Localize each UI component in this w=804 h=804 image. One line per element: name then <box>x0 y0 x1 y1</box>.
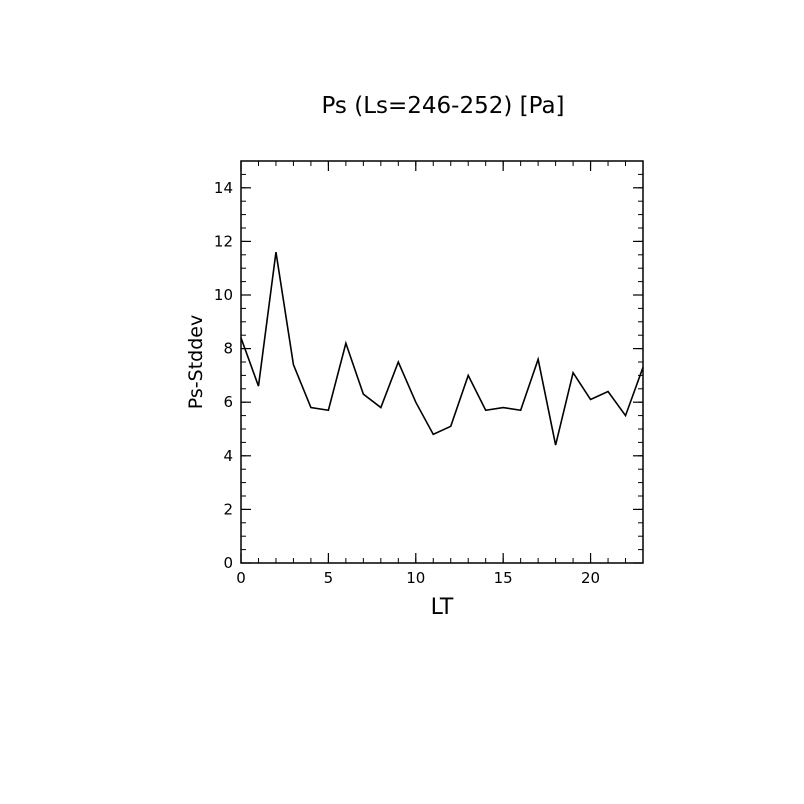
x-axis-label: LT <box>431 595 454 620</box>
y-tick-label: 8 <box>223 340 233 358</box>
y-tick-label: 12 <box>214 232 233 250</box>
x-tick-label: 10 <box>406 569 425 587</box>
y-tick-label: 6 <box>223 393 233 411</box>
x-tick-label: 15 <box>494 569 513 587</box>
y-tick-label: 2 <box>223 500 233 518</box>
x-axis-tick-labels: 0 5 10 15 20 <box>236 569 600 587</box>
x-tick-label: 0 <box>236 569 246 587</box>
y-tick-label: 4 <box>223 447 233 465</box>
x-axis-ticks <box>240 161 644 563</box>
x-tick-label: 20 <box>581 569 600 587</box>
plot-area: 0 5 10 15 20 0 2 4 6 8 10 12 14 <box>214 160 644 587</box>
x-tick-label: 5 <box>324 569 334 587</box>
chart-title: Ps (Ls=246-252) [Pa] <box>321 93 564 119</box>
y-axis-tick-labels: 0 2 4 6 8 10 12 14 <box>214 179 233 572</box>
y-tick-label: 10 <box>214 286 233 304</box>
plot-frame <box>240 160 644 564</box>
y-axis-ticks <box>241 160 643 564</box>
y-tick-label: 0 <box>223 554 233 572</box>
series-line <box>240 251 644 446</box>
y-tick-label: 14 <box>214 179 233 197</box>
y-axis-label: Ps-Stddev <box>185 315 207 409</box>
series-group <box>240 251 644 446</box>
